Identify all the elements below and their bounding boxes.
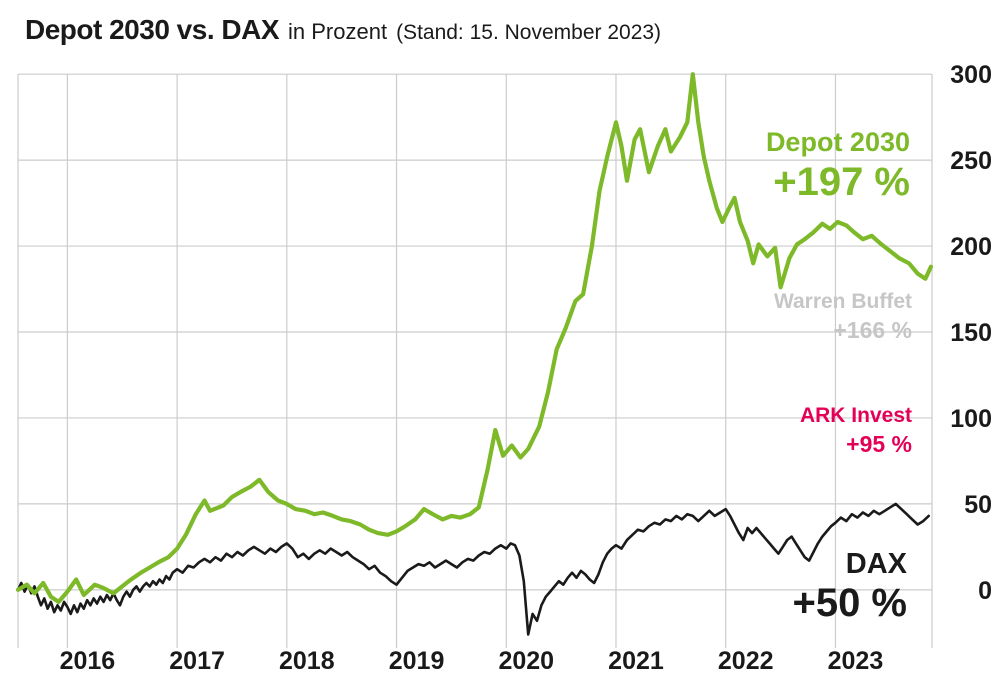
y-axis-tick-label: 200 xyxy=(950,233,992,261)
x-axis-tick-label: 2021 xyxy=(608,647,664,675)
x-axis-tick-label: 2020 xyxy=(498,647,554,675)
y-axis-tick-label: 0 xyxy=(978,577,992,605)
y-axis-tick-label: 150 xyxy=(950,319,992,347)
annotation-dax: DAX +50 % xyxy=(792,548,907,626)
series-line-dax xyxy=(16,502,931,636)
annotation-warren-buffet: Warren Buffet +166 % xyxy=(773,290,912,343)
annotation-dax-label: DAX xyxy=(845,548,907,580)
y-axis-tick-label: 250 xyxy=(950,147,992,175)
annotation-ark-invest: ARK Invest +95 % xyxy=(799,404,912,457)
annotation-ark-invest-value: +95 % xyxy=(846,430,912,457)
x-axis-tick-label: 2018 xyxy=(279,647,335,675)
annotation-depot-2030-label: Depot 2030 xyxy=(765,127,910,157)
annotation-depot-2030: Depot 2030 +197 % xyxy=(765,127,910,205)
series-line-depot-2030 xyxy=(15,72,934,605)
title-main: Depot 2030 vs. DAX xyxy=(25,14,280,45)
y-axis-tick-label: 50 xyxy=(964,491,992,519)
annotation-ark-invest-label: ARK Invest xyxy=(799,404,912,427)
x-axis-tick-label: 2017 xyxy=(169,647,225,675)
page-title: Depot 2030 vs. DAX in Prozent (Stand: 15… xyxy=(25,14,661,46)
x-axis-tick-label: 2019 xyxy=(389,647,445,675)
annotation-depot-2030-value: +197 % xyxy=(773,160,910,205)
y-axis-tick-label: 300 xyxy=(950,61,992,89)
x-axis-tick-label: 2023 xyxy=(828,647,884,675)
annotation-dax-value: +50 % xyxy=(792,581,907,626)
x-axis-tick-label: 2022 xyxy=(718,647,774,675)
x-axis-tick-label: 2016 xyxy=(60,647,116,675)
title-unit: in Prozent xyxy=(288,19,388,44)
annotation-warren-buffet-value: +166 % xyxy=(833,316,912,343)
title-date: (Stand: 15. November 2023) xyxy=(396,21,662,44)
annotation-warren-buffet-label: Warren Buffet xyxy=(773,290,912,313)
y-axis-tick-label: 100 xyxy=(950,405,992,433)
